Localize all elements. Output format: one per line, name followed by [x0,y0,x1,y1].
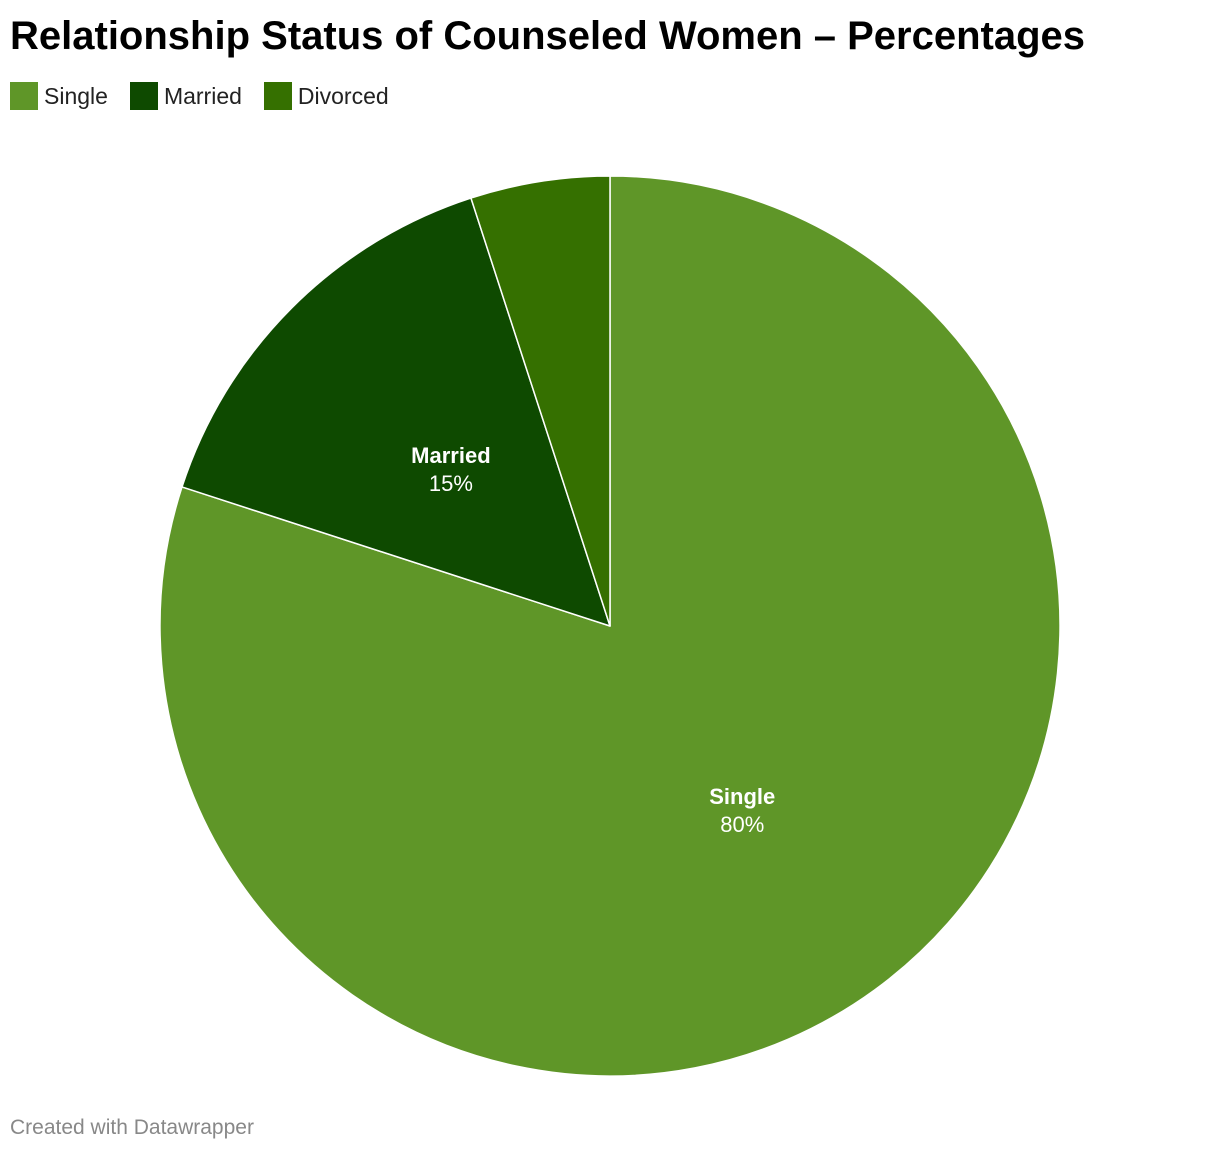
legend-swatch-divorced [263,82,292,110]
pie-slice-divorced [470,175,611,627]
slice-value-single: 80% [720,812,764,837]
legend-item-single: Single [10,82,108,110]
legend-item-divorced: Divorced [263,82,389,110]
legend-label-married: Married [163,83,242,109]
slice-label-single: Single [709,784,775,809]
chart-title: Relationship Status of Counseled Women –… [10,14,1086,58]
slice-label-married: Married [411,443,490,468]
legend-swatch-married [129,82,158,110]
legend-label-single: Single [44,83,108,109]
credit-footer: Created with Datawrapper [10,1116,254,1139]
slice-value-married: 15% [429,471,473,496]
legend-label-divorced: Divorced [297,83,389,109]
pie-slice-married [181,197,611,627]
chart-legend: Single Married Divorced [10,82,411,110]
legend-swatch-single [10,82,38,110]
legend-item-married: Married [129,82,242,110]
